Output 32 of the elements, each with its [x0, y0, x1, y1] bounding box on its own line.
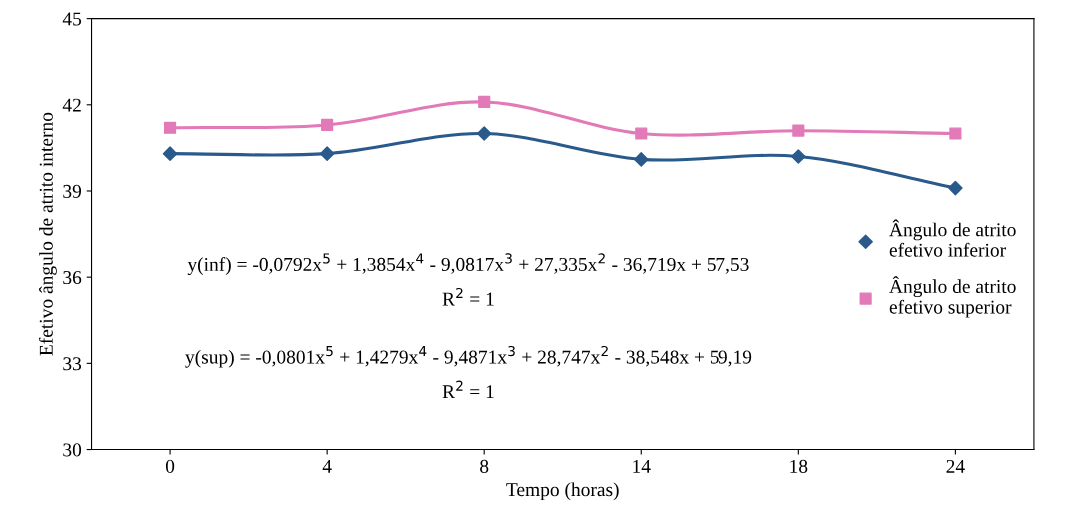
point	[319, 146, 335, 161]
y-tick-label: 30	[63, 443, 82, 457]
x-tick-label: 18	[790, 459, 808, 473]
legend-label: Ângulo de atrito efetivo inferior	[889, 219, 1016, 257]
x-axis-title: Tempo (horas)	[506, 482, 619, 501]
point	[792, 124, 805, 137]
text: y(sup) = -0,0801x$^{5}$ + 1,4279x$^{4}$ - 9,4871x$^{3}$ + 28,747x$^{2}$ - 38,548x + 59,19	[185, 345, 752, 368]
point	[949, 127, 962, 140]
y-tick-label: 36	[63, 271, 82, 285]
point	[635, 127, 648, 140]
x-tick-label: 14	[633, 459, 651, 473]
x-tick-label: 4	[322, 459, 332, 473]
y-tick-label: 42	[62, 98, 81, 112]
point	[162, 146, 178, 161]
point	[476, 126, 492, 141]
legend-label: Ângulo de atrito efetivo superior	[889, 276, 1016, 318]
point	[633, 152, 649, 167]
y-tick-label: 33	[63, 357, 82, 371]
y-tick-label: 45	[62, 12, 82, 26]
annotation: R$^{2}$ = 1	[442, 380, 494, 399]
annotation: R$^{2}$ = 1	[442, 287, 494, 306]
text: y(inf) = -0,0792x$^{5}$ + 1,3854x$^{4}$ - 9,0817x$^{3}$ + 27,335x$^{2}$ - 36,719x + 57,53	[187, 253, 749, 275]
x-tick-label: 0	[165, 459, 175, 473]
point	[164, 121, 177, 134]
y-tick-label: 39	[63, 184, 82, 198]
point	[948, 180, 963, 196]
point	[791, 149, 806, 164]
x-tick-label: 8	[480, 459, 489, 473]
y-axis-title: Efetivo ângulo de atrito interno	[38, 112, 57, 356]
point	[321, 118, 334, 131]
x-tick-label: 24	[946, 459, 965, 473]
point	[478, 95, 491, 109]
